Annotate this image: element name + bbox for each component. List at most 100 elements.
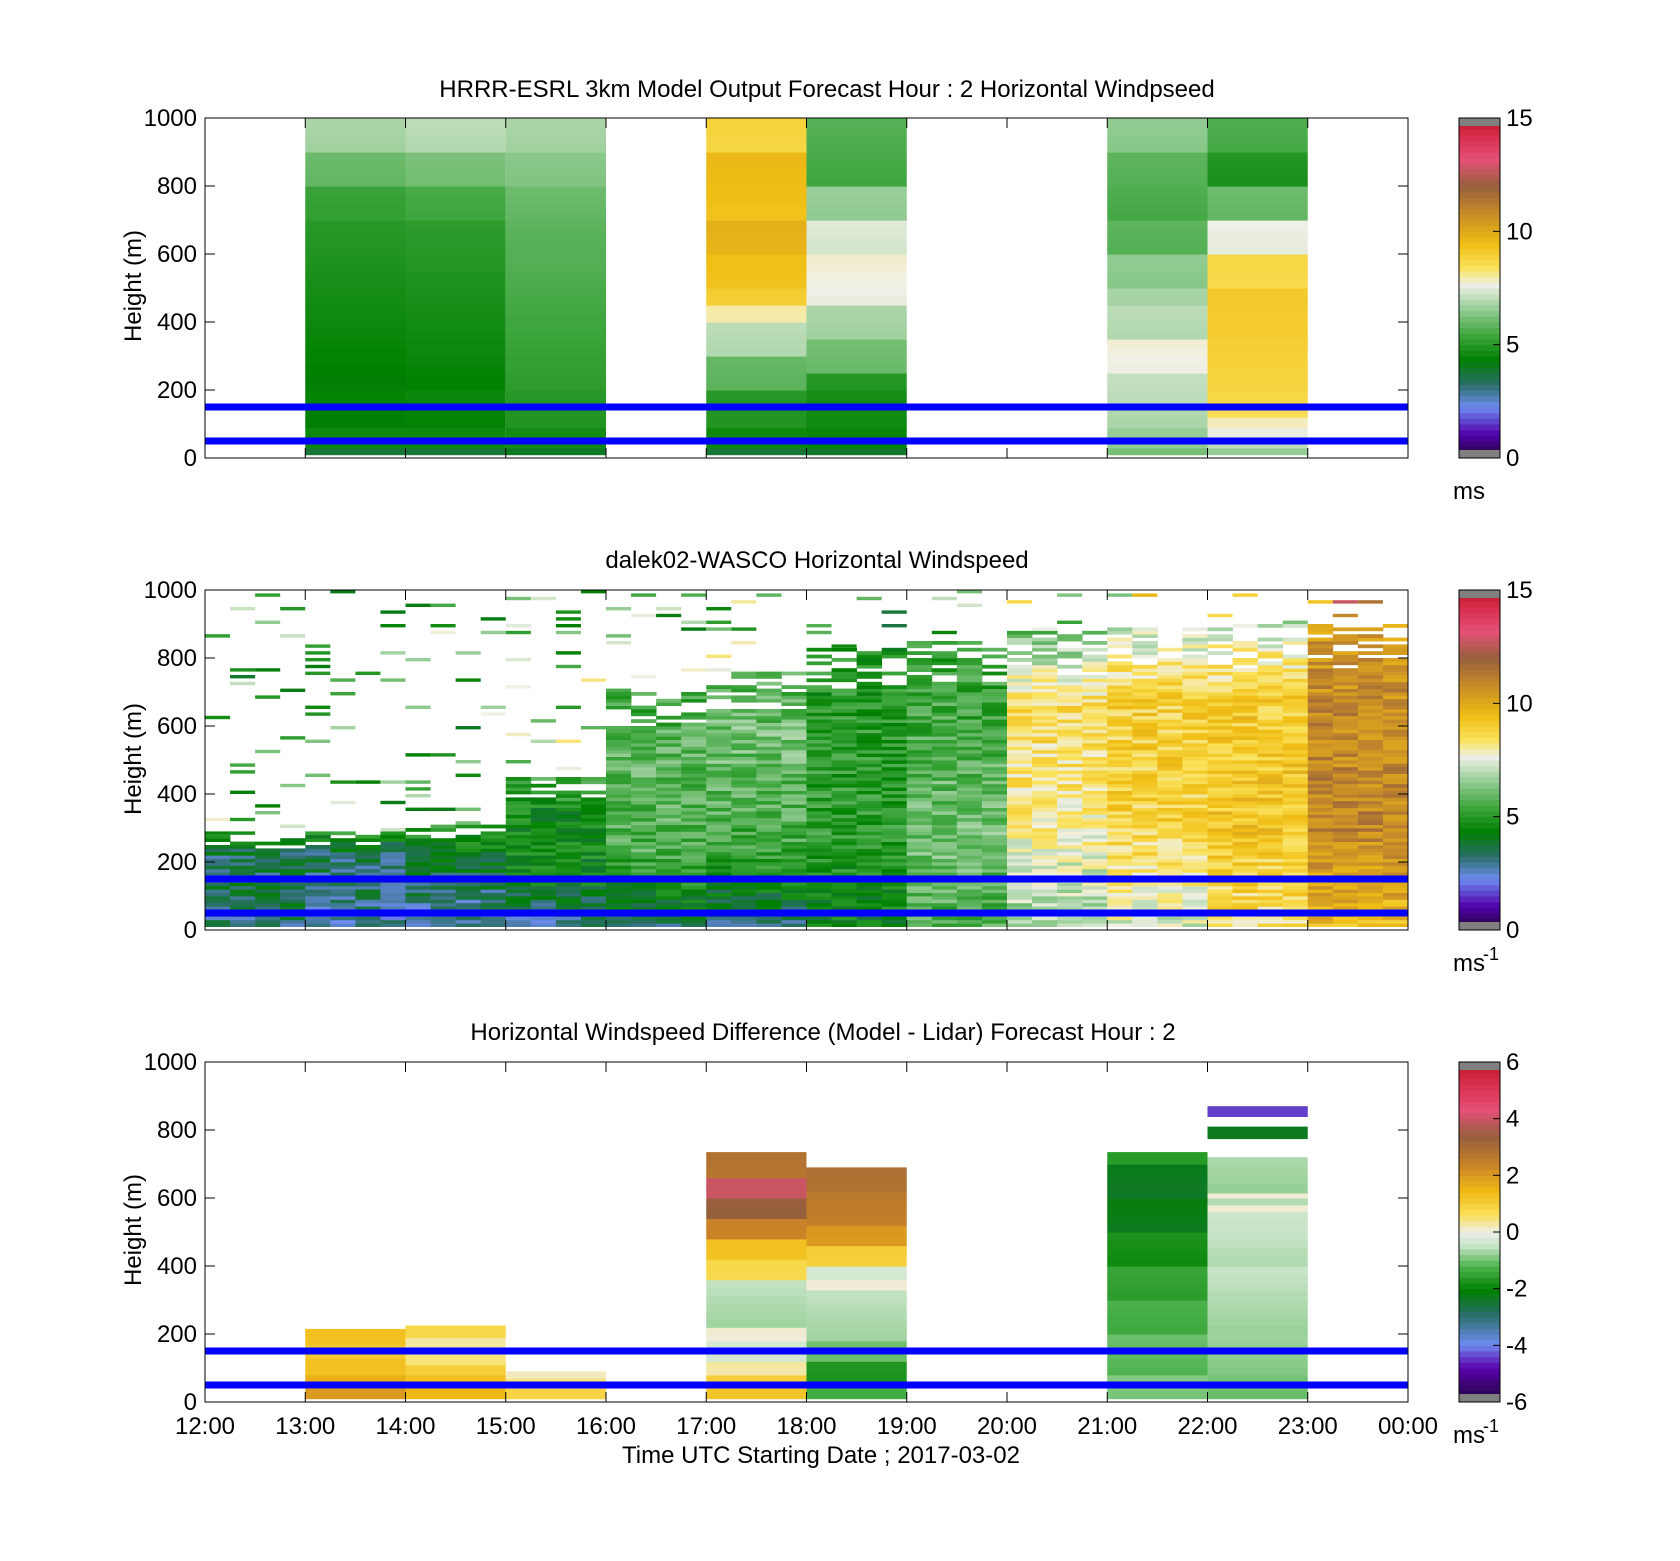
heatmap-cell bbox=[1107, 143, 1208, 153]
heatmap-cell bbox=[530, 862, 557, 866]
heatmap-cell bbox=[906, 855, 933, 859]
heatmap-cell bbox=[806, 1235, 907, 1247]
heatmap-cell bbox=[1357, 899, 1384, 904]
heatmap-cell bbox=[580, 824, 607, 829]
heatmap-cell bbox=[1182, 712, 1208, 717]
heatmap-cell bbox=[380, 624, 406, 628]
heatmap-cell bbox=[1082, 729, 1108, 734]
heatmap-cell bbox=[706, 1218, 807, 1230]
heatmap-cell bbox=[455, 862, 482, 866]
heatmap-cell bbox=[405, 418, 506, 428]
heatmap-cell bbox=[505, 787, 532, 791]
heatmap-cell bbox=[931, 824, 958, 829]
heatmap-cell bbox=[1082, 702, 1108, 706]
heatmap-cell bbox=[580, 828, 607, 832]
heatmap-cell bbox=[1107, 838, 1133, 842]
colorbar-swatch bbox=[1459, 1328, 1500, 1335]
heatmap-cell bbox=[1057, 749, 1083, 754]
heatmap-cell bbox=[1007, 749, 1033, 754]
heatmap-cell bbox=[1257, 661, 1284, 666]
heatmap-cell bbox=[881, 794, 908, 798]
heatmap-cell bbox=[1357, 787, 1384, 791]
heatmap-cell bbox=[1032, 756, 1058, 761]
heatmap-cell bbox=[731, 726, 757, 730]
colorbar-swatch bbox=[1459, 816, 1500, 823]
heatmap-cell bbox=[305, 160, 406, 170]
heatmap-cell bbox=[1232, 695, 1259, 700]
heatmap-cell bbox=[1307, 841, 1334, 846]
heatmap-cell bbox=[205, 885, 231, 890]
heatmap-cell bbox=[756, 760, 782, 764]
heatmap-cell bbox=[756, 923, 782, 927]
heatmap-cell bbox=[405, 892, 431, 897]
colorbar-swatch bbox=[1459, 607, 1500, 614]
heatmap-cell bbox=[1332, 794, 1359, 798]
heatmap-cell bbox=[1157, 698, 1183, 703]
heatmap-cell bbox=[631, 919, 657, 924]
heatmap-cell bbox=[1332, 766, 1359, 771]
heatmap-cell bbox=[1307, 651, 1334, 655]
heatmap-cell bbox=[1257, 644, 1284, 649]
heatmap-cell bbox=[280, 868, 306, 873]
heatmap-cell bbox=[881, 892, 908, 897]
colorbar-frame bbox=[1458, 117, 1501, 459]
heatmap-cell bbox=[881, 753, 908, 757]
heatmap-cell bbox=[956, 719, 983, 723]
heatmap-cell bbox=[806, 715, 832, 720]
heatmap-cell bbox=[1207, 862, 1233, 866]
heatmap-cell bbox=[1007, 858, 1033, 863]
heatmap-cell bbox=[555, 831, 582, 836]
heatmap-cell bbox=[831, 831, 858, 836]
heatmap-cell bbox=[255, 892, 281, 897]
heatmap-cell bbox=[1107, 364, 1208, 374]
heatmap-cell bbox=[1157, 804, 1183, 808]
heatmap-cell bbox=[1107, 709, 1133, 713]
heatmap-cell bbox=[706, 763, 732, 768]
heatmap-cell bbox=[631, 719, 657, 723]
heatmap-cell bbox=[1082, 719, 1108, 723]
heatmap-cell bbox=[1207, 736, 1233, 740]
heatmap-cell bbox=[956, 590, 982, 594]
heatmap-cell bbox=[706, 668, 732, 672]
heatmap-cell bbox=[931, 630, 957, 635]
heatmap-cell bbox=[1132, 885, 1158, 890]
heatmap-cell bbox=[756, 800, 782, 805]
heatmap-cell bbox=[831, 824, 858, 829]
heatmap-cell bbox=[555, 804, 582, 808]
heatmap-cell bbox=[1107, 279, 1208, 289]
heatmap-cell bbox=[1332, 899, 1359, 904]
heatmap-cell bbox=[405, 408, 506, 419]
heatmap-cell bbox=[931, 919, 958, 924]
heatmap-cell bbox=[656, 848, 682, 853]
heatmap-cell bbox=[305, 885, 331, 890]
y-tick-label: 200 bbox=[157, 377, 197, 404]
heatmap-cell bbox=[1332, 923, 1359, 927]
heatmap-cell bbox=[1182, 647, 1208, 652]
heatmap-cell bbox=[956, 705, 983, 710]
heatmap-cell bbox=[706, 729, 732, 734]
heatmap-cell bbox=[781, 824, 807, 829]
heatmap-cell bbox=[280, 902, 306, 907]
heatmap-cell bbox=[831, 675, 858, 679]
heatmap-cell bbox=[1207, 851, 1233, 856]
heatmap-cell bbox=[1182, 817, 1208, 822]
heatmap-cell bbox=[1257, 807, 1284, 812]
heatmap-cell bbox=[580, 817, 607, 822]
colorbar-swatch bbox=[1459, 828, 1500, 835]
heatmap-cell bbox=[631, 817, 657, 822]
heatmap-cell bbox=[1132, 756, 1158, 761]
heatmap-cell bbox=[756, 766, 782, 771]
heatmap-cell bbox=[505, 838, 532, 842]
heatmap-cell bbox=[1132, 664, 1158, 669]
heatmap-cell bbox=[1307, 685, 1334, 689]
heatmap-cell bbox=[706, 872, 732, 876]
heatmap-cell bbox=[405, 194, 506, 204]
heatmap-cell bbox=[956, 709, 983, 713]
heatmap-cell bbox=[681, 743, 707, 747]
heatmap-cell bbox=[956, 916, 983, 921]
heatmap-cell bbox=[981, 916, 1008, 921]
heatmap-cell bbox=[1207, 773, 1233, 778]
heatmap-cell bbox=[1007, 736, 1033, 740]
heatmap-cell bbox=[656, 732, 682, 737]
